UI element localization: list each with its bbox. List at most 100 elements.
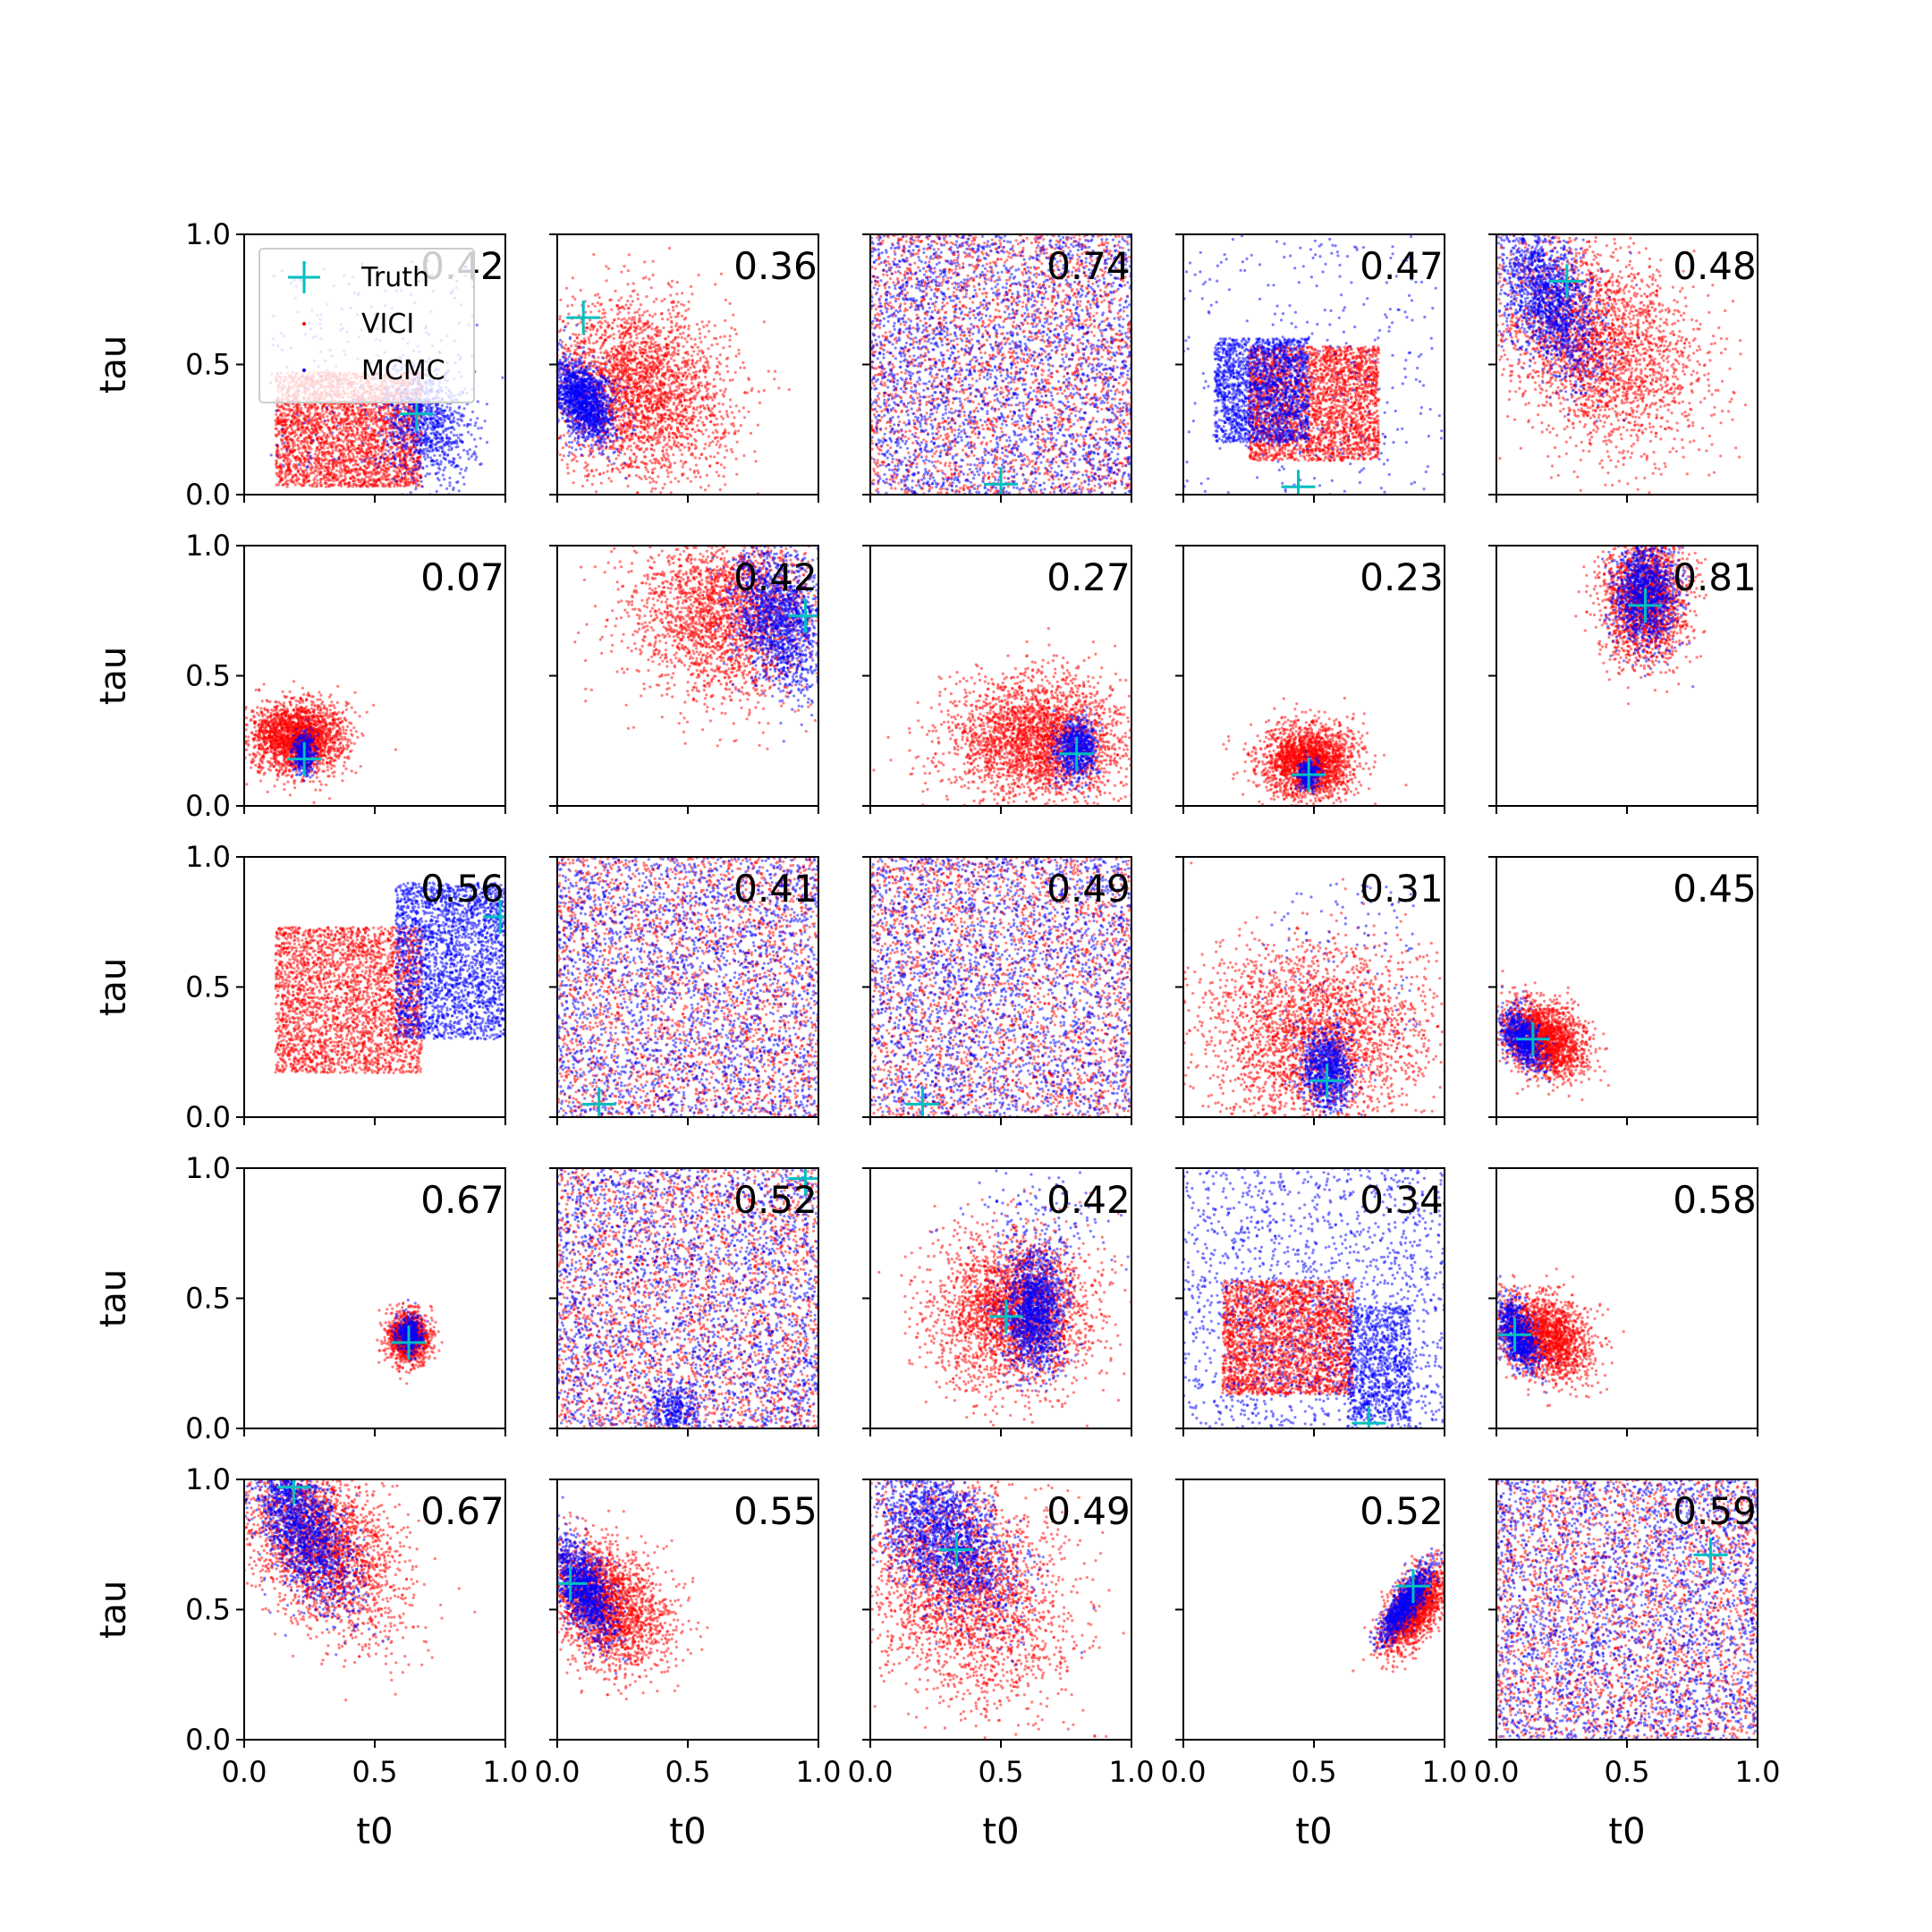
mcmc-point	[369, 457, 372, 460]
vici-point	[641, 314, 644, 317]
vici-point	[291, 415, 293, 418]
vici-point	[692, 411, 695, 414]
mcmc-point	[407, 421, 410, 424]
vici-point	[732, 314, 734, 317]
mcmc-point	[461, 419, 463, 422]
mcmc-point	[444, 453, 446, 456]
mcmc-point	[476, 324, 479, 326]
mcmc-point	[466, 450, 469, 453]
vici-point	[320, 465, 323, 468]
vici-point	[387, 410, 390, 412]
vici-point	[281, 412, 284, 415]
vici-point	[666, 457, 669, 460]
mcmc-point	[439, 462, 442, 465]
mcmc-point	[394, 442, 396, 445]
vici-point	[356, 428, 359, 430]
vici-point	[327, 436, 330, 438]
vici-point	[399, 453, 402, 456]
vici-point	[682, 332, 684, 335]
mcmc-point	[275, 410, 277, 412]
vici-point	[667, 378, 670, 381]
vici-point	[357, 409, 360, 411]
mcmc-point	[390, 417, 393, 419]
mcmc-point	[411, 469, 414, 471]
vici-point	[284, 462, 287, 465]
vici-point	[298, 440, 301, 443]
vici-point	[300, 407, 302, 410]
vici-point	[277, 467, 280, 470]
vici-point	[607, 477, 610, 479]
vici-point	[352, 430, 354, 433]
vici-point	[296, 479, 299, 481]
vici-point	[416, 456, 419, 459]
vici-point	[356, 473, 359, 476]
vici-point	[580, 289, 582, 292]
vici-point	[670, 357, 673, 360]
vici-point	[716, 357, 718, 360]
vici-point	[316, 459, 318, 462]
vici-point	[295, 420, 298, 423]
vici-point	[364, 455, 367, 458]
mcmc-point	[480, 462, 483, 465]
vici-point	[300, 473, 302, 476]
vici-point	[638, 332, 640, 335]
mcmc-point	[283, 441, 285, 444]
vici-point	[327, 451, 330, 453]
mcmc-point	[400, 431, 402, 434]
vici-point	[284, 412, 286, 415]
mcmc-point	[374, 458, 377, 461]
vici-point	[363, 439, 366, 442]
mcmc-point	[302, 421, 305, 424]
vici-point	[326, 472, 329, 475]
vici-point	[291, 422, 293, 425]
vici-point	[586, 479, 589, 481]
vici-point	[335, 449, 337, 452]
mcmc-point	[375, 405, 377, 408]
vici-point	[305, 427, 308, 429]
vici-point	[374, 451, 377, 453]
mcmc-point	[444, 466, 446, 469]
y-tick-label: 0.5	[185, 348, 231, 382]
vici-point	[692, 406, 695, 409]
vici-point	[594, 294, 597, 297]
vici-point	[395, 430, 398, 433]
vici-point	[314, 477, 317, 479]
vici-point	[297, 428, 300, 431]
vici-point	[333, 422, 335, 425]
vici-point	[407, 478, 410, 480]
vici-point	[340, 445, 343, 447]
vici-point	[297, 426, 300, 428]
mcmc-point	[427, 426, 429, 428]
mcmc-point	[403, 454, 406, 457]
mcmc-point	[282, 435, 284, 437]
vici-point	[306, 442, 309, 445]
vici-point	[328, 412, 331, 415]
vici-point	[347, 429, 350, 432]
vici-point	[327, 462, 330, 465]
vici-point	[353, 418, 356, 420]
vici-point	[285, 438, 288, 441]
vici-point	[358, 436, 360, 439]
vici-point	[374, 435, 377, 437]
vici-point	[298, 482, 301, 485]
mcmc-point	[445, 441, 447, 444]
vici-point	[369, 477, 371, 479]
mcmc-point	[441, 410, 444, 412]
mcmc-point	[429, 432, 432, 435]
mcmc-point	[285, 449, 288, 452]
vici-point	[308, 434, 310, 436]
mcmc-point	[442, 424, 445, 427]
vici-point	[699, 457, 701, 460]
mcmc-point	[453, 416, 455, 419]
vici-point	[318, 440, 320, 443]
vici-point	[604, 334, 606, 336]
mcmc-point	[459, 472, 462, 475]
vici-point	[613, 333, 615, 335]
vici-point	[325, 477, 327, 479]
vici-point	[372, 479, 375, 482]
vici-point	[584, 462, 587, 464]
vici-point	[700, 385, 703, 387]
vici-point	[403, 477, 406, 479]
mcmc-point	[404, 466, 407, 469]
vici-point	[292, 405, 295, 408]
